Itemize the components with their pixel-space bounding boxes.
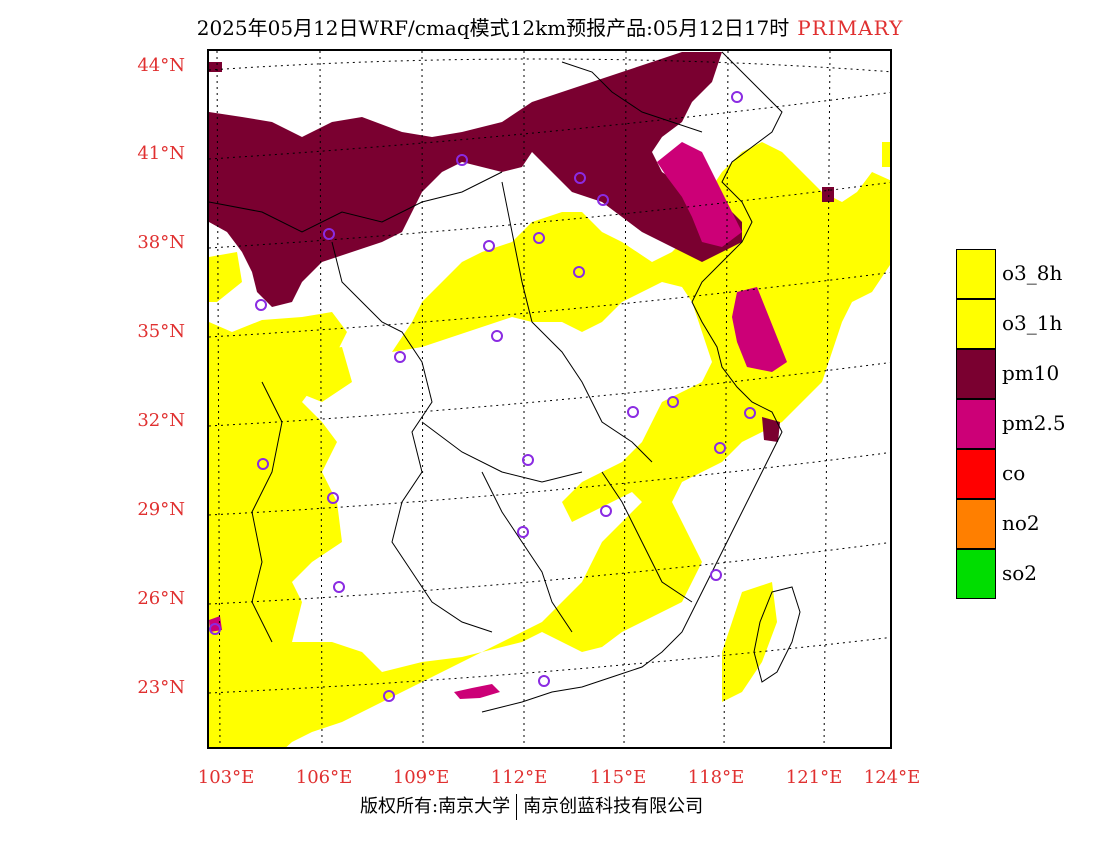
footer-divider (516, 794, 518, 820)
legend-swatch (956, 399, 996, 449)
title-tag: PRIMARY (797, 16, 904, 40)
legend-swatch (956, 299, 996, 349)
lat-label-26: 26°N (137, 588, 185, 609)
legend-label: o3_8h (1002, 261, 1063, 285)
legend-swatch (956, 449, 996, 499)
legend-label: no2 (1002, 511, 1040, 535)
legend-label: co (1002, 461, 1026, 485)
copyright-footer: 版权所有:南京大学 南京创蓝科技有限公司 (360, 792, 703, 820)
lon-label-124: 124°E (863, 767, 921, 788)
legend-swatch (956, 349, 996, 399)
borders (209, 51, 801, 713)
map-panel (207, 49, 892, 749)
legend-swatch (956, 499, 996, 549)
legend-label: pm2.5 (1002, 411, 1066, 435)
lat-label-38: 38°N (137, 232, 185, 253)
lon-label-118: 118°E (687, 767, 745, 788)
lat-label-29: 29°N (137, 499, 185, 520)
station-markers (209, 91, 756, 702)
legend-label: o3_1h (1002, 311, 1063, 335)
map-title: 2025年05月12日WRF/cmaq模式12km预报产品:05月12日17时 P… (0, 12, 1100, 41)
legend-swatch (956, 549, 996, 599)
lat-label-41: 41°N (137, 143, 185, 164)
legend-swatch (956, 249, 996, 299)
o3-layer (209, 142, 890, 747)
legend-label: so2 (1002, 561, 1038, 585)
lat-label-35: 35°N (137, 321, 185, 342)
lat-label-23: 23°N (137, 677, 185, 698)
footer-left: 版权所有:南京大学 (360, 796, 511, 817)
lon-label-115: 115°E (589, 767, 647, 788)
pm10-layer (209, 52, 834, 442)
footer-right: 南京创蓝科技有限公司 (523, 796, 704, 817)
graticule (209, 51, 890, 747)
pm25-layer (209, 142, 787, 699)
lon-label-103: 103°E (197, 767, 255, 788)
lat-label-32: 32°N (137, 410, 185, 431)
legend-label: pm10 (1002, 361, 1060, 385)
lon-label-109: 109°E (392, 767, 450, 788)
lon-label-121: 121°E (785, 767, 843, 788)
title-main: 2025年05月12日WRF/cmaq模式12km预报产品:05月12日17时 (196, 16, 790, 40)
lat-label-44: 44°N (137, 55, 185, 76)
lon-label-112: 112°E (490, 767, 548, 788)
lon-label-106: 106°E (295, 767, 353, 788)
pollutant-map (209, 51, 890, 747)
